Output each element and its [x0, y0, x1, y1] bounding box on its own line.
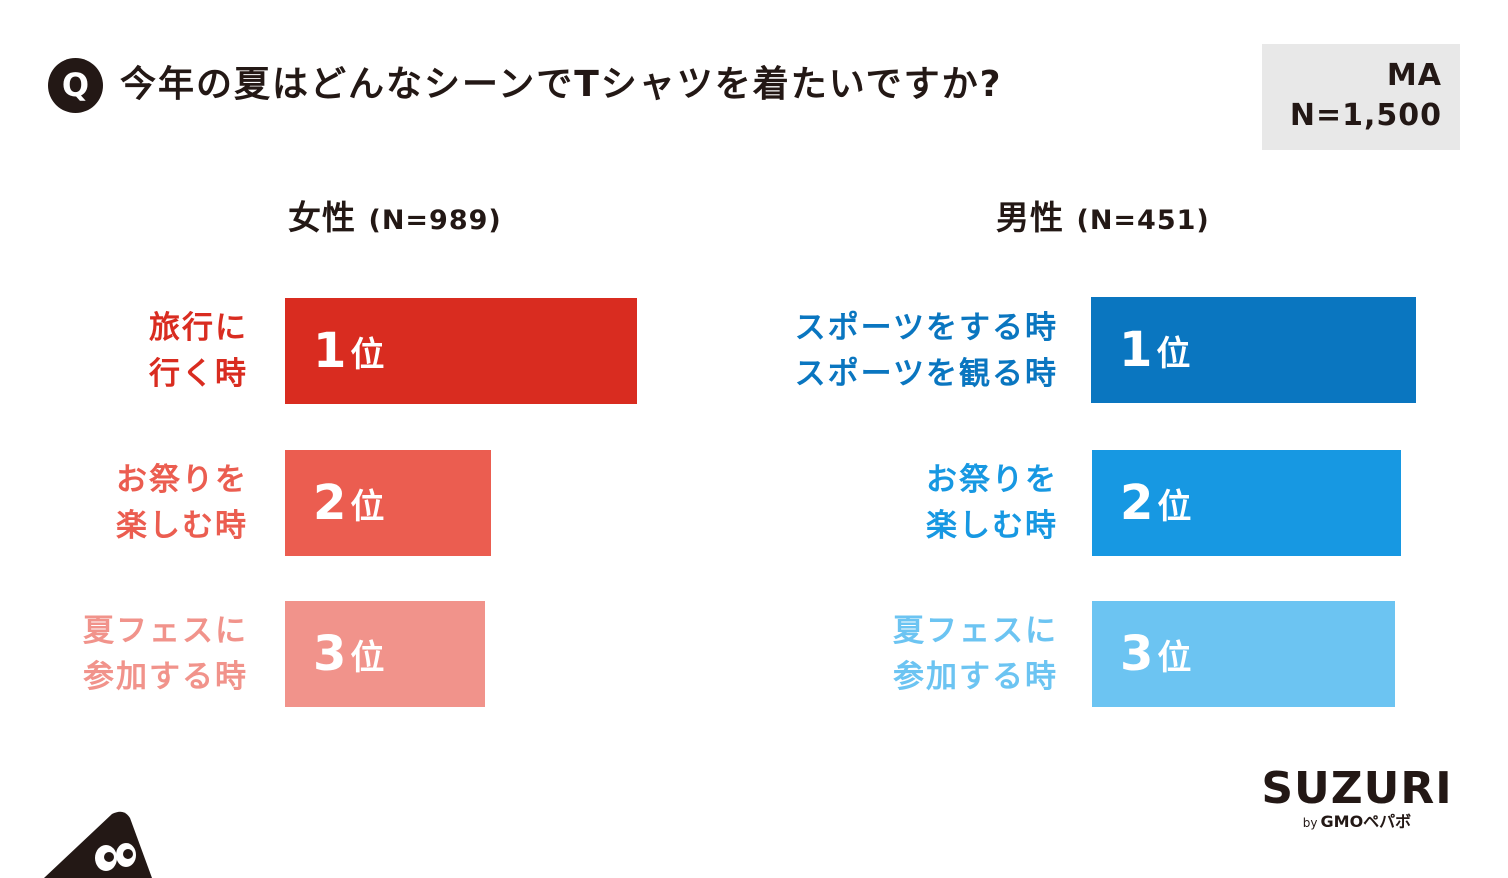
- female-category-label-1: 旅行に 行く時: [18, 298, 248, 404]
- logo-company: GMOペパボ: [1320, 812, 1412, 831]
- male-category-label-2: お祭りを 楽しむ時: [828, 450, 1058, 556]
- male-rank-2: 2: [1120, 475, 1154, 531]
- female-category-label-2: お祭りを 楽しむ時: [18, 450, 248, 556]
- female-rank-3: 3: [313, 626, 347, 682]
- question-title: 今年の夏はどんなシーンでTシャツを着たいですか?: [120, 64, 1003, 105]
- male-chart-title: 男性 (N=451): [996, 196, 1210, 240]
- female-category-text-3: 夏フェスに 参加する時: [83, 613, 248, 695]
- ma-label: MA: [1386, 58, 1442, 93]
- male-category-text-1: スポーツをする時 スポーツを観る時: [794, 310, 1058, 392]
- sample-info-box: MA N=1,500: [1262, 44, 1460, 150]
- female-category-label-3: 夏フェスに 参加する時: [18, 601, 248, 707]
- female-rank-suffix-1: 位: [350, 334, 385, 375]
- male-rank-3: 3: [1120, 626, 1154, 682]
- female-category-text-2: お祭りを 楽しむ時: [116, 462, 248, 544]
- female-category-text-1: 旅行に 行く時: [149, 310, 248, 392]
- gmo-pepabo-logo: by GMOペパボ: [1254, 812, 1460, 832]
- n-total: N=1,500: [1289, 98, 1442, 133]
- suzuri-logo: SUZURI: [1261, 763, 1453, 814]
- male-rank-suffix-1: 位: [1156, 333, 1191, 374]
- female-rank-1: 1: [313, 323, 347, 379]
- female-rank-2: 2: [313, 475, 347, 531]
- male-category-label-3: 夏フェスに 参加する時: [828, 601, 1058, 707]
- female-chart-title: 女性 (N=989): [288, 196, 502, 240]
- male-title-label: 男性: [996, 198, 1064, 237]
- female-rank-suffix-3: 位: [350, 637, 385, 678]
- male-rank-1: 1: [1119, 322, 1153, 378]
- male-n-label: (N=451): [1076, 205, 1210, 236]
- female-title-label: 女性: [288, 198, 356, 237]
- female-rank-suffix-2: 位: [350, 486, 385, 527]
- female-n-label: (N=989): [368, 205, 502, 236]
- male-category-text-2: お祭りを 楽しむ時: [926, 462, 1058, 544]
- logo-by: by: [1302, 816, 1318, 830]
- male-rank-suffix-2: 位: [1157, 486, 1192, 527]
- male-category-text-3: 夏フェスに 参加する時: [893, 613, 1058, 695]
- mascot-icon: [44, 811, 152, 878]
- question-badge: Q: [48, 58, 103, 113]
- male-rank-suffix-3: 位: [1157, 637, 1192, 678]
- male-category-label-1: スポーツをする時 スポーツを観る時: [700, 298, 1058, 404]
